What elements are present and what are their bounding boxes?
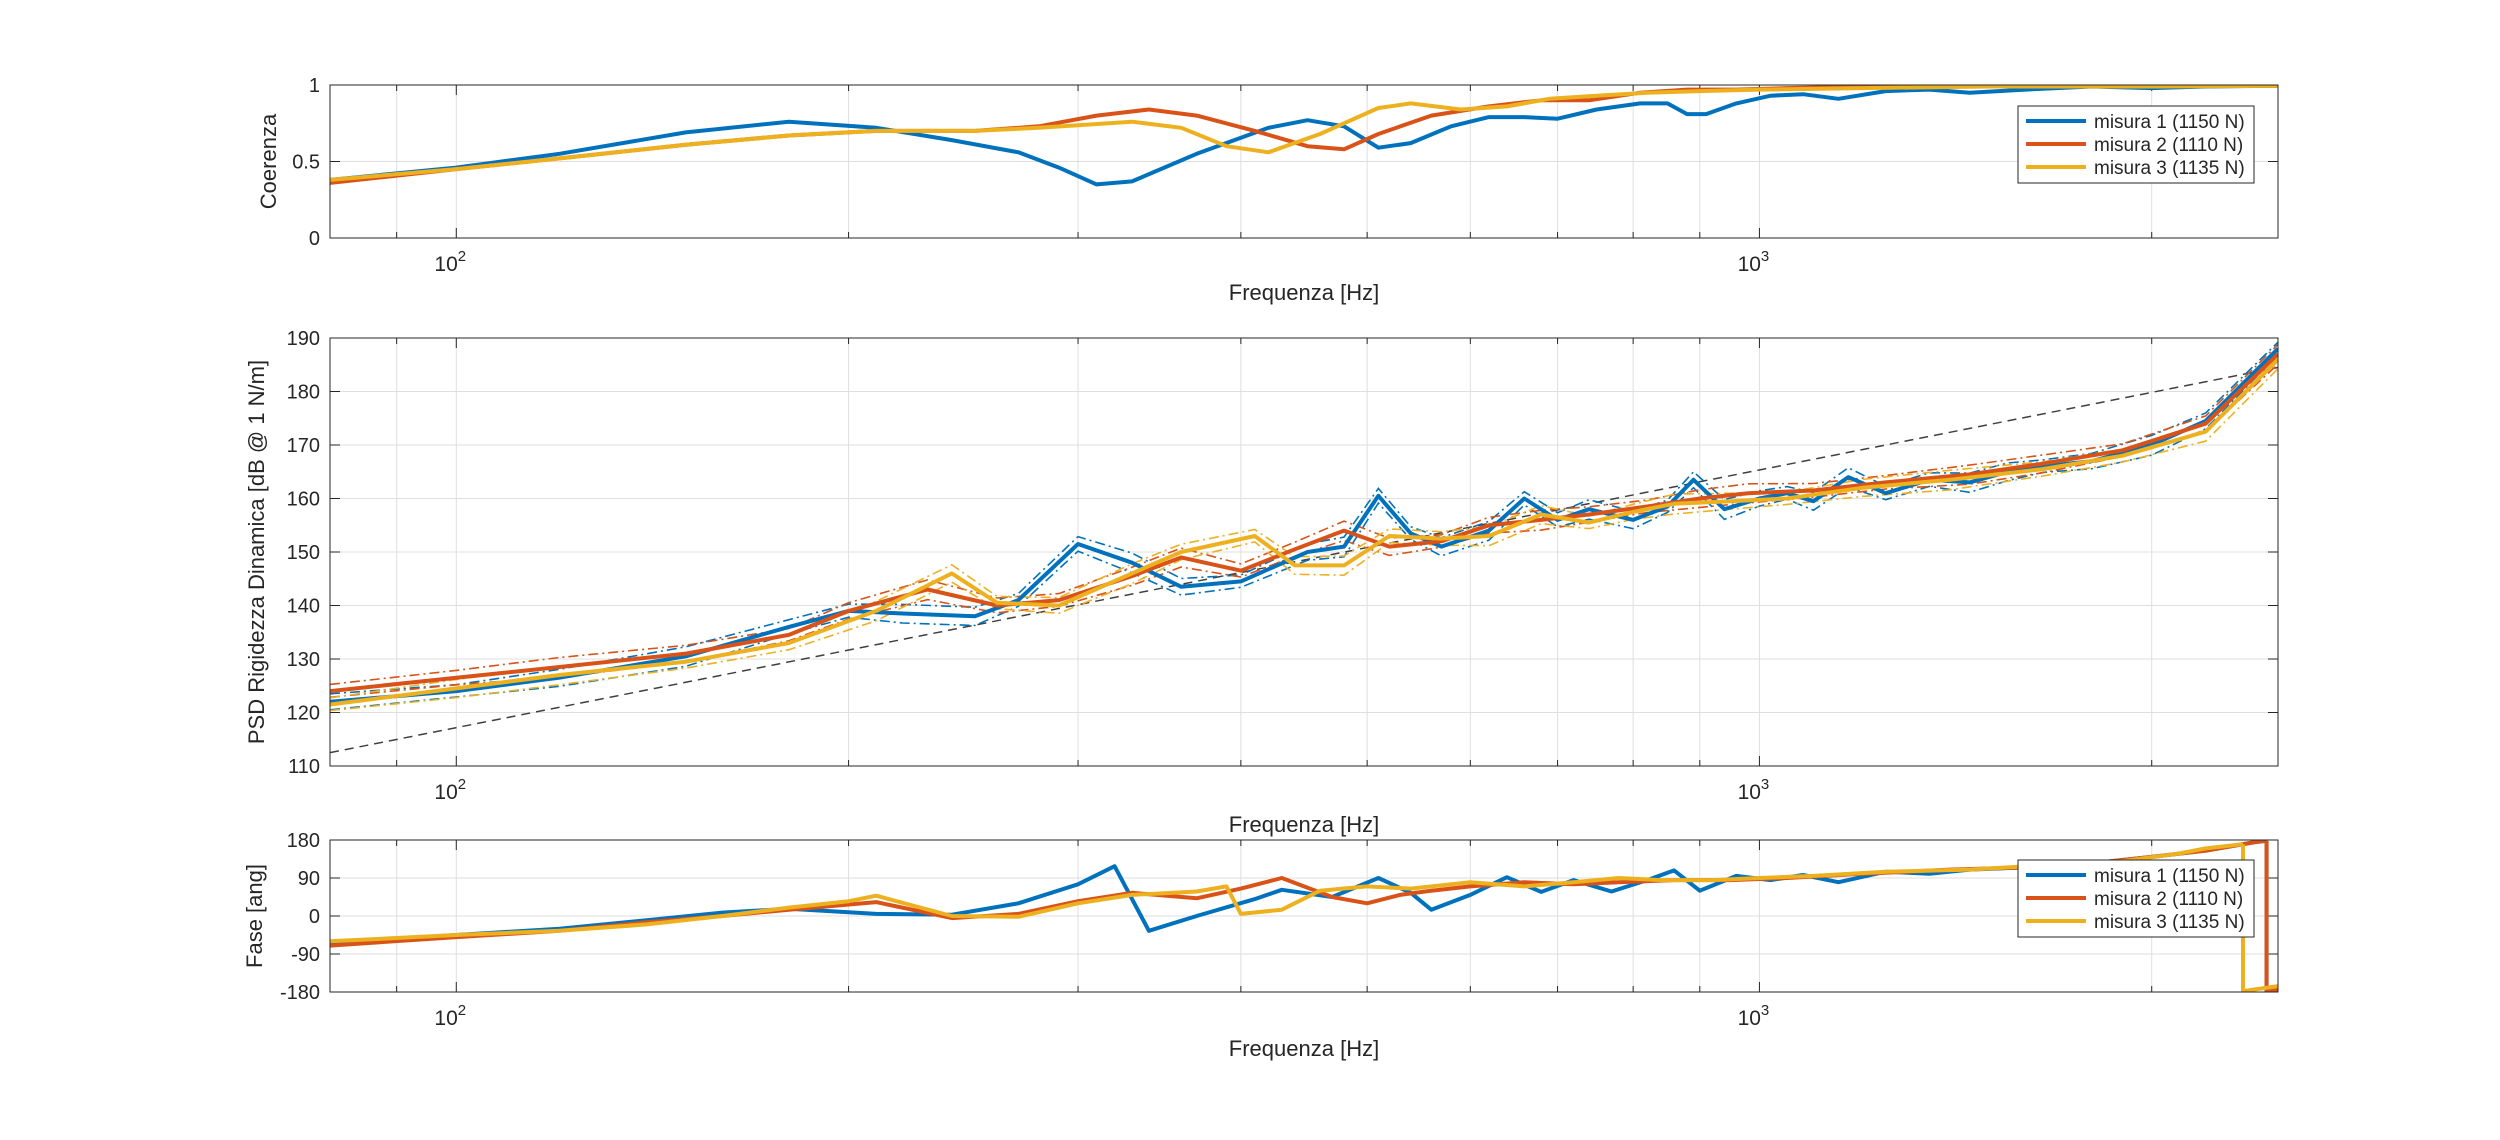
phase-y-tick-label: 90 [298, 868, 320, 890]
phase-line-series-3 [330, 842, 2244, 944]
psd-y-label: PSD Rigidezza Dinamica [dB @ 1 N/m] [244, 360, 269, 744]
phase-y-label: Fase [ang] [242, 864, 267, 968]
coherence-legend-label-3: misura 3 (1135 N) [2094, 158, 2245, 179]
psd-line-series-1 [330, 347, 2278, 704]
phase-legend-label-1: misura 1 (1150 N) [2094, 866, 2245, 887]
psd-y-tick-label: 170 [287, 435, 320, 457]
coherence-axes: 0 0.5 1 102 103 Frequenza [Hz] Coerenza misura … [256, 75, 2279, 305]
phase-axes-box [329, 839, 2279, 993]
psd-y-tick-label: 180 [287, 382, 320, 404]
psd-band-series-3 [330, 368, 2278, 712]
psd-line-series-2 [330, 352, 2278, 694]
phase-x-label: Frequenza [Hz] [1229, 1036, 1379, 1061]
coherence-x-tick-label: 103 [1738, 248, 1770, 276]
coherence-line-series-1 [330, 85, 2278, 187]
phase-x-tick-label: 102 [434, 1002, 466, 1030]
phase-y-tick-label: -90 [291, 944, 320, 966]
coherence-line-series-3 [330, 85, 2278, 182]
phase-legend-label-3: misura 3 (1135 N) [2094, 912, 2245, 933]
coherence-legend-label-1: misura 1 (1150 N) [2094, 112, 2245, 133]
psd-x-tick-label: 102 [434, 776, 466, 804]
psd-x-tick-label: 103 [1738, 776, 1770, 804]
phase-wrap-series-2 [2264, 840, 2278, 992]
coherence-x-label: Frequenza [Hz] [1229, 280, 1379, 305]
psd-y-tick-label: 150 [287, 542, 320, 564]
coherence-legend: misura 1 (1150 N)misura 2 (1110 N)misura… [2017, 105, 2255, 184]
psd-y-tick-label: 160 [287, 489, 320, 511]
psd-y-tick-label: 120 [287, 703, 320, 725]
coherence-plot [330, 85, 2278, 187]
phase-axes: -180 -90 0 90 180 102 103 Frequenza [Hz] Fase [a… [242, 830, 2279, 1061]
phase-y-tick-label: -180 [280, 982, 320, 1004]
psd-y-tick-label: 110 [288, 756, 320, 778]
phase-legend-label-2: misura 2 (1110 N) [2094, 889, 2243, 910]
coherence-y-label: Coerenza [256, 113, 281, 209]
psd-plot [330, 341, 2278, 754]
psd-axes: 110 120 130 140 150 160 170 180 190 102 103 Frequen… [244, 328, 2279, 837]
coherence-y-tick-label: 0 [309, 228, 320, 250]
psd-band-series-1 [330, 341, 2278, 695]
phase-x-tick-label: 103 [1738, 1002, 1770, 1030]
coherence-x-tick-label: 102 [434, 248, 466, 276]
psd-y-tick-label: 140 [287, 596, 320, 618]
phase-legend: misura 1 (1150 N)misura 2 (1110 N)misura… [2017, 859, 2255, 938]
coherence-y-tick-label: 0.5 [292, 152, 320, 174]
coherence-axes-box [329, 84, 2279, 239]
psd-axes-box [329, 337, 2279, 767]
phase-y-tick-label: 0 [309, 906, 320, 928]
psd-y-tick-label: 190 [287, 328, 320, 350]
psd-x-label: Frequenza [Hz] [1229, 812, 1379, 837]
coherence-y-tick-label: 1 [309, 75, 320, 97]
psd-reference-line [330, 366, 2278, 754]
phase-y-tick-label: 180 [287, 830, 320, 852]
psd-line-series-3 [330, 357, 2278, 707]
psd-band-series-1 [330, 354, 2278, 711]
psd-y-tick-label: 130 [287, 649, 320, 671]
phase-plot [330, 840, 2278, 992]
coherence-legend-label-2: misura 2 (1110 N) [2094, 135, 2243, 156]
